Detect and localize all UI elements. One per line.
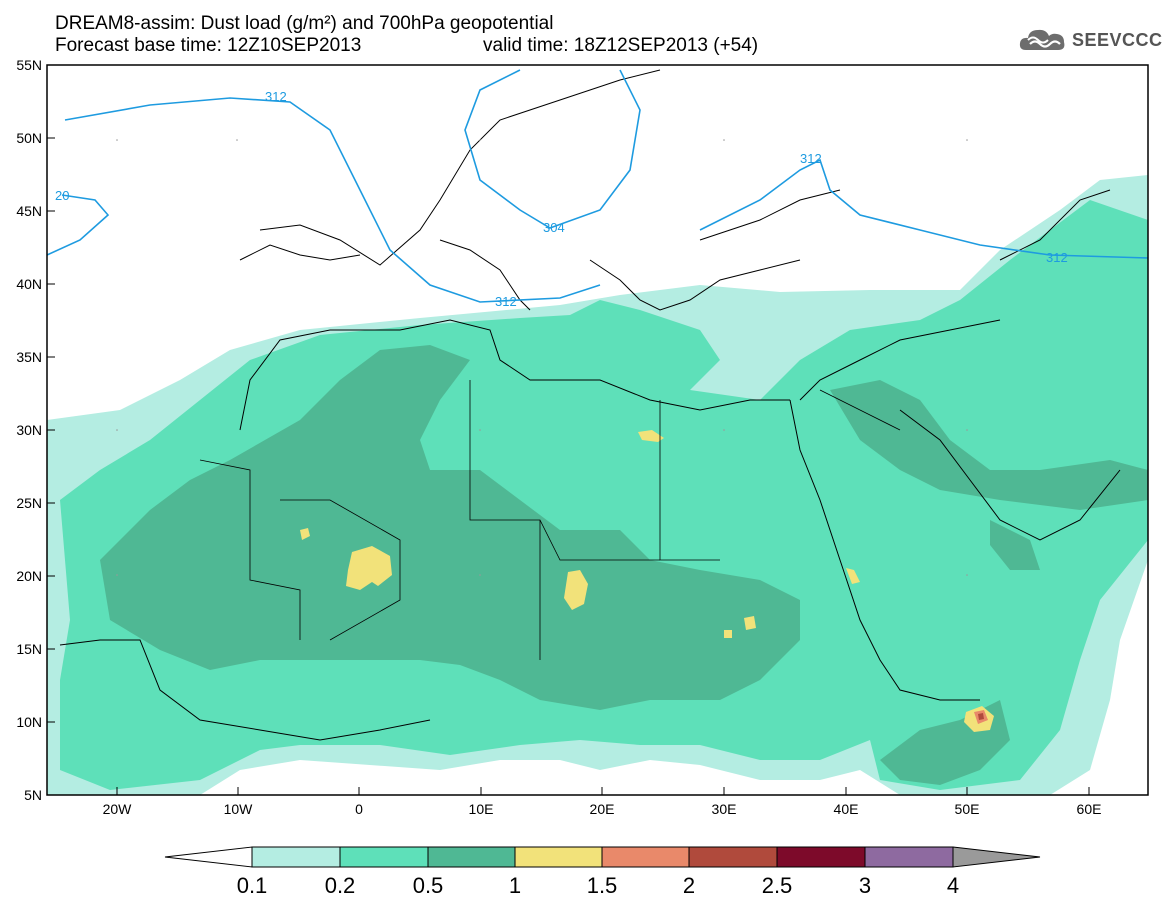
lon-label: 30E bbox=[712, 801, 737, 817]
contour-label: 20 bbox=[55, 188, 69, 203]
lon-label: 0 bbox=[355, 801, 363, 817]
colorbar-segment bbox=[864, 846, 954, 868]
lat-label: 30N bbox=[16, 422, 42, 438]
lat-label: 20N bbox=[16, 568, 42, 584]
dust-level-2.5-peak bbox=[978, 713, 984, 720]
lat-label: 40N bbox=[16, 276, 42, 292]
lon-label: 10W bbox=[224, 801, 254, 817]
lat-label: 55N bbox=[16, 57, 42, 73]
forecast-base-time: Forecast base time: 12Z10SEP2013 bbox=[55, 35, 362, 56]
seevccc-logo: SEEVCCC bbox=[1018, 26, 1163, 54]
colorbar-tick: 0.5 bbox=[413, 873, 444, 898]
lon-label: 60E bbox=[1077, 801, 1102, 817]
lon-label: 40E bbox=[834, 801, 859, 817]
geopotential-contours bbox=[47, 69, 1148, 303]
contour-label: 304 bbox=[543, 220, 565, 235]
coastlines bbox=[59, 69, 1121, 741]
colorbar-segment bbox=[427, 846, 516, 868]
lat-label: 5N bbox=[24, 787, 42, 803]
colorbar-tick: 2 bbox=[683, 873, 695, 898]
dust-level-0.5d bbox=[990, 520, 1040, 570]
contour-label: 312 bbox=[265, 89, 287, 104]
dust-level-1-b bbox=[564, 570, 588, 610]
colorbar-segment bbox=[688, 846, 778, 868]
lon-labels: 20W 10W 0 10E 20E 30E 40E 50E 60E bbox=[103, 801, 1102, 817]
lon-label: 20E bbox=[590, 801, 615, 817]
lat-label: 45N bbox=[16, 203, 42, 219]
dust-level-1-c bbox=[638, 430, 664, 442]
lon-label: 10E bbox=[469, 801, 494, 817]
contour-label: 312 bbox=[1046, 250, 1068, 265]
lon-label: 20W bbox=[103, 801, 133, 817]
colorbar-tick: 2.5 bbox=[762, 873, 793, 898]
lat-label: 35N bbox=[16, 349, 42, 365]
dust-level-1-e bbox=[744, 616, 756, 630]
colorbar-tick: 0.1 bbox=[237, 873, 268, 898]
colorbar-segment bbox=[601, 846, 690, 868]
colorbar-tick: 1.5 bbox=[587, 873, 618, 898]
lat-label: 15N bbox=[16, 641, 42, 657]
cloud-icon bbox=[1019, 29, 1065, 50]
logo-text: SEEVCCC bbox=[1072, 29, 1163, 50]
map-title: DREAM8-assim: Dust load (g/m²) and 700hP… bbox=[55, 13, 554, 34]
dust-fields: 312 312 312 304 312 20 bbox=[47, 69, 1148, 795]
colorbar-tick: 0.2 bbox=[325, 873, 356, 898]
colorbar-arrow-right bbox=[952, 846, 1041, 868]
dust-level-1-a bbox=[346, 546, 392, 590]
lat-labels: 55N 50N 45N 40N 35N 30N 25N 20N 15N 10N … bbox=[16, 57, 42, 803]
lat-label: 50N bbox=[16, 130, 42, 146]
colorbar-tick: 3 bbox=[859, 873, 871, 898]
lon-label: 50E bbox=[955, 801, 980, 817]
colorbar-segment bbox=[776, 846, 866, 868]
colorbar-tick: 4 bbox=[947, 873, 959, 898]
contour-label: 312 bbox=[495, 294, 517, 309]
contour-labels: 312 312 312 304 312 20 bbox=[55, 89, 1068, 309]
colorbar-tick: 1 bbox=[509, 873, 521, 898]
valid-time: valid time: 18Z12SEP2013 (+54) bbox=[483, 35, 759, 56]
colorbar-segment bbox=[251, 846, 341, 868]
colorbar: 0.1 0.2 0.5 1 1.5 2 2.5 3 4 bbox=[164, 846, 1041, 898]
dust-level-0.5b bbox=[830, 380, 1148, 510]
borders bbox=[199, 380, 901, 660]
dust-level-1-f bbox=[724, 630, 732, 638]
dust-level-1-d bbox=[300, 528, 310, 540]
lon-axis bbox=[116, 787, 1090, 795]
lat-label: 10N bbox=[16, 714, 42, 730]
colorbar-segment bbox=[339, 846, 429, 868]
colorbar-segment bbox=[514, 846, 603, 868]
dust-level-1-g bbox=[846, 568, 860, 584]
contour-label: 312 bbox=[800, 151, 822, 166]
colorbar-arrow-left bbox=[164, 846, 253, 868]
grid-dots bbox=[116, 139, 968, 576]
lat-label: 25N bbox=[16, 495, 42, 511]
dust-level-0.5 bbox=[100, 345, 800, 710]
lat-axis bbox=[47, 64, 55, 796]
